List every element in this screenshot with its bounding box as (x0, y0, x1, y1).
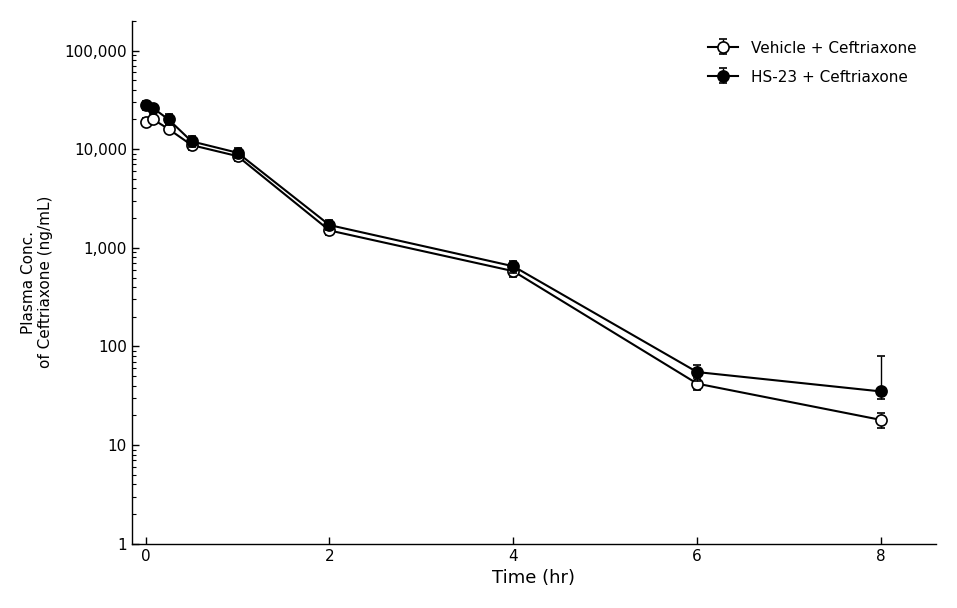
X-axis label: Time (hr): Time (hr) (493, 569, 575, 587)
Legend: Vehicle + Ceftriaxone, HS-23 + Ceftriaxone: Vehicle + Ceftriaxone, HS-23 + Ceftriaxo… (696, 29, 928, 97)
Y-axis label: Plasma Conc.
of Ceftriaxone (ng/mL): Plasma Conc. of Ceftriaxone (ng/mL) (21, 196, 54, 368)
